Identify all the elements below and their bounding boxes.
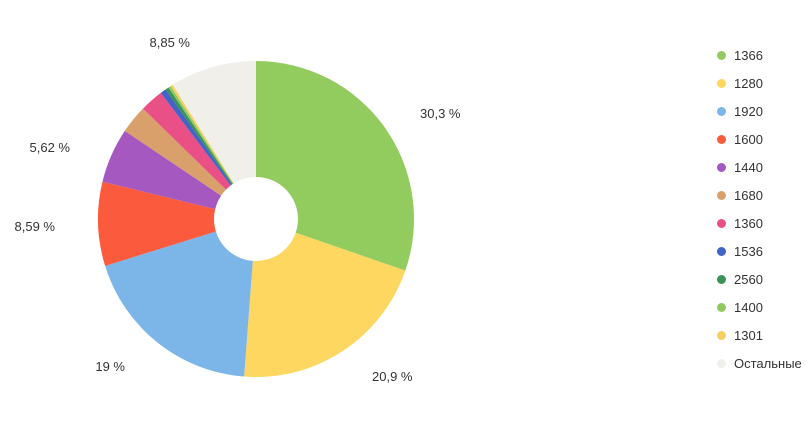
legend-item-label: 1920 [734,103,763,119]
legend-item-1400[interactable]: 1400 [717,293,802,321]
pie-slice-1536[interactable] [160,89,232,186]
legend-item-label: 1536 [734,243,763,259]
slice-label-1366: 30,3 % [420,106,461,121]
legend-item-1280[interactable]: 1280 [717,69,802,97]
legend-item-1301[interactable]: 1301 [717,321,802,349]
slice-label-1920: 19 % [95,359,125,374]
pie-slice-1301[interactable] [170,84,234,184]
legend-dot-icon [717,330,726,340]
legend-item-1360[interactable]: 1360 [717,209,802,237]
legend-dot-icon [717,190,726,200]
legend-dot-icon [717,246,726,256]
slice-label-1600: 8,59 % [15,219,56,234]
legend-item-Остальные[interactable]: Остальные [717,349,802,377]
pie-slice-1360[interactable] [142,92,231,190]
slice-label-1440: 5,62 % [30,140,71,155]
pie-slice-Остальные[interactable] [172,60,256,184]
pie-slice-1280[interactable] [244,232,406,377]
legend-item-1600[interactable]: 1600 [717,125,802,153]
pie-slice-1400[interactable] [168,86,234,185]
legend-dot-icon [717,302,726,312]
legend-item-label: 2560 [734,271,763,287]
pie-slice-1680[interactable] [124,108,226,196]
legend-item-label: Остальные [734,355,802,371]
pie-slice-2560[interactable] [165,87,233,185]
pie-slice-1366[interactable] [256,61,415,271]
legend-item-label: 1600 [734,131,763,147]
legend-item-label: 1400 [734,299,763,315]
legend-item-1366[interactable]: 1366 [717,41,802,69]
slice-label-1280: 20,9 % [372,369,413,384]
legend-item-1536[interactable]: 1536 [717,237,802,265]
legend-item-1920[interactable]: 1920 [717,97,802,125]
legend-dot-icon [717,50,726,60]
legend-item-label: 1301 [734,327,763,343]
legend-dot-icon [717,218,726,228]
legend-dot-icon [717,134,726,144]
legend-item-label: 1366 [734,47,763,63]
legend-item-label: 1280 [734,75,763,91]
legend-item-label: 1360 [734,215,763,231]
slice-label-Остальные: 8,85 % [150,35,191,50]
legend-dot-icon [717,162,726,172]
legend: 1366 1280 1920 1600 1440 1680 1360 1536 2560 1400… [717,41,802,377]
pie-slice-1600[interactable] [98,181,216,266]
pie-slice-1920[interactable] [105,231,253,377]
legend-item-1680[interactable]: 1680 [717,181,802,209]
legend-item-label: 1440 [734,159,763,175]
legend-item-1440[interactable]: 1440 [717,153,802,181]
legend-dot-icon [717,358,726,368]
legend-dot-icon [717,274,726,284]
legend-item-label: 1680 [734,187,763,203]
legend-dot-icon [717,106,726,116]
legend-item-2560[interactable]: 2560 [717,265,802,293]
pie-slice-1440[interactable] [102,130,222,210]
legend-dot-icon [717,78,726,88]
